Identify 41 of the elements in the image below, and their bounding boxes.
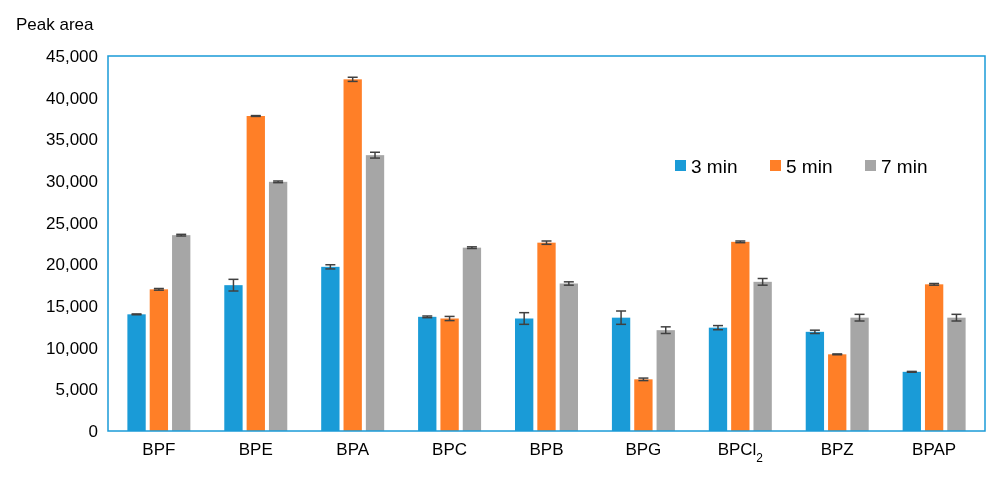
x-tick-label: BPA [336,440,370,459]
x-tick-label: BPCl$_{2}$ [717,440,764,465]
bar [656,330,675,431]
x-tick-label: BPE [238,440,273,459]
bar [753,281,772,431]
bar [172,235,191,431]
bar [365,155,385,431]
y-axis-title: Peak area [16,15,95,34]
bar [559,283,578,431]
bar [268,181,288,431]
bar [731,241,750,431]
y-tick-label: 10,000 [46,338,98,358]
y-tick-label: 35,000 [46,130,98,150]
y-tick-label: 5,000 [55,380,98,400]
y-tick-label: 40,000 [46,88,98,108]
legend-label: 5 min [786,155,833,177]
bar [343,79,362,431]
y-tick-label: 15,000 [46,296,98,316]
bar [924,284,944,431]
bar [634,379,653,431]
bar [246,116,265,431]
y-tick-label: 30,000 [46,171,98,191]
bar [462,247,482,431]
x-tick-label: BPAP [912,440,957,459]
bar [149,289,169,431]
x-tick-label: BPG [625,440,662,459]
y-tick-label: 20,000 [46,255,98,275]
legend-label: 7 min [881,155,928,177]
y-tick-label: 45,000 [46,46,98,66]
bar [828,354,847,431]
y-tick-label: 0 [88,421,98,441]
bar [537,242,556,431]
bar [947,317,966,431]
x-tick-label: BPB [529,440,564,459]
bar [440,318,459,431]
x-tick-label: BPC [432,440,468,459]
legend-label: 3 min [691,155,738,177]
bar [850,317,869,431]
x-tick-label: BPF [142,440,176,459]
x-tick-label: BPZ [820,440,854,459]
y-tick-label: 25,000 [46,213,98,233]
